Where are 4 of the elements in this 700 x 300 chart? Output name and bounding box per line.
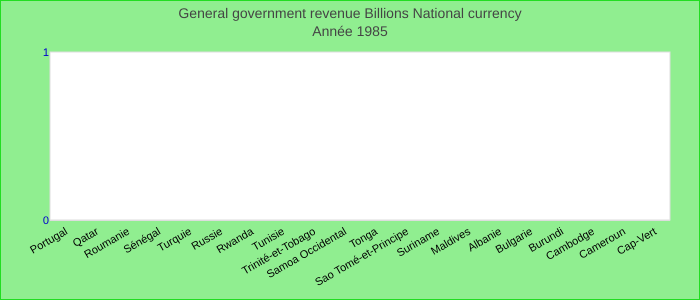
chart-title: General government revenue Billions National currency bbox=[178, 5, 522, 21]
y-tick-label: 0 bbox=[42, 214, 49, 227]
y-tick-label: 1 bbox=[42, 46, 49, 59]
chart-subtitle: Année 1985 bbox=[312, 23, 388, 40]
